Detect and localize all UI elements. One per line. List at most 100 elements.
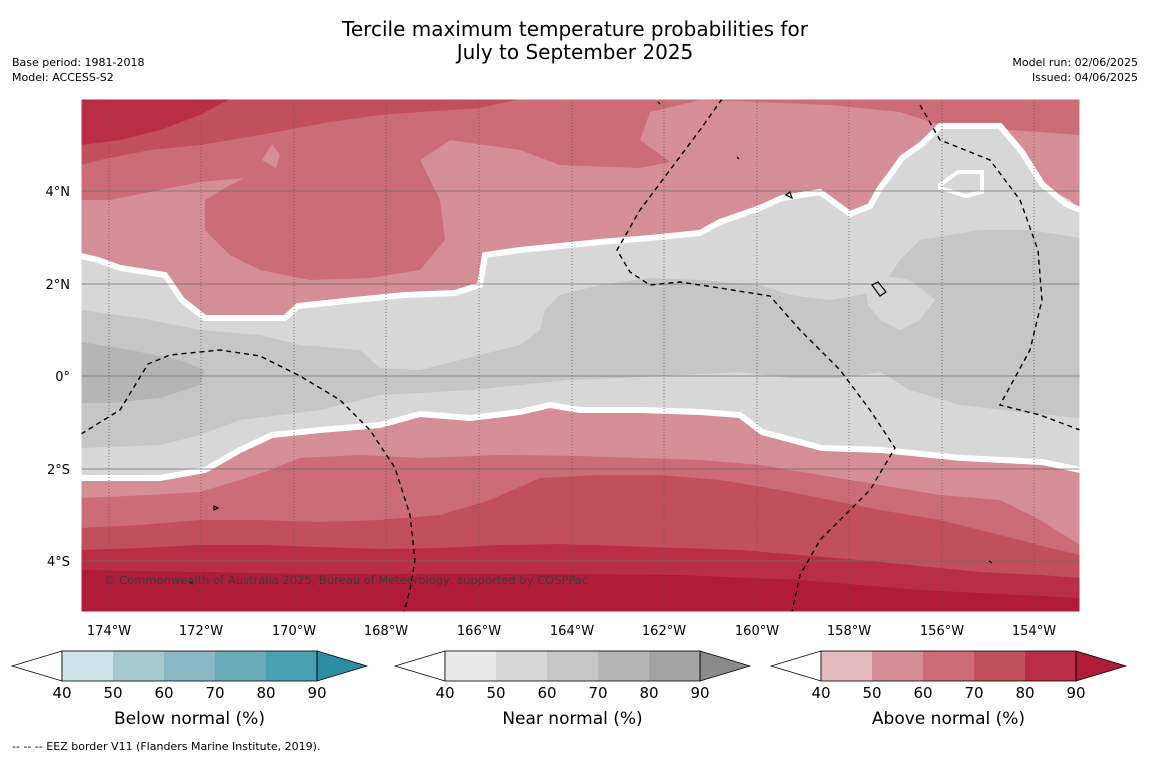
eez-border-west [81, 349, 416, 612]
eez-borders [81, 99, 1080, 612]
longitude-labels: 174°W 172°W 170°W 168°W 166°W 164°W 162°… [87, 624, 1056, 639]
meta-left: Base period: 1981-2018 Model: ACCESS-S2 [12, 55, 144, 85]
near-70-region [81, 342, 205, 403]
model-run-text: Model run: 02/06/2025 [1012, 56, 1138, 69]
colorbar-below-swatch [62, 651, 113, 681]
lon-label: 158°W [827, 624, 871, 639]
colorbar-near-tick: 70 [588, 684, 608, 702]
near-50-small-island [765, 258, 790, 268]
colorbar-near-swatch [496, 651, 547, 681]
lon-label: 162°W [642, 624, 686, 639]
lon-label: 164°W [550, 624, 594, 639]
colorbar-above-tick: 90 [1066, 684, 1086, 702]
colorbar-below-swatch [215, 651, 266, 681]
colorbar-above-swatch [974, 651, 1025, 681]
island-feature-3 [213, 505, 220, 511]
colorbar-above-swatch [821, 651, 872, 681]
tercile-boundary-north [81, 123, 1080, 321]
colorbar-above-swatch [1025, 651, 1076, 681]
colorbar-above-frame [820, 650, 1077, 682]
island-feature-6 [988, 560, 993, 564]
eez-border-footnote: -- -- -- EEZ border V11 (Flanders Marine… [12, 740, 321, 753]
colorbar-below-swatch [164, 651, 215, 681]
colorbar-near-swatch [547, 651, 598, 681]
colorbar-near-swatch [445, 651, 496, 681]
colorbar-below-label: Below normal (%) [114, 709, 265, 729]
colorbar-near-upper-arrow [699, 650, 752, 682]
colorbar-near-tick: 60 [537, 684, 557, 702]
colorbar-below-swatch [266, 651, 317, 681]
island-feature-7 [189, 581, 194, 585]
above-90-south-region [81, 570, 1080, 612]
above-80-north-region [81, 99, 230, 145]
colorbar-below-lower-arrow [10, 650, 63, 682]
island-feature-5 [736, 156, 740, 160]
chart-title: Tercile maximum temperature probabilitie… [0, 18, 1150, 64]
copyright-notice: © Commonwealth of Australia 2025, Bureau… [104, 573, 589, 587]
colorbar-below-upper-arrow [316, 650, 369, 682]
map-area [81, 99, 1080, 612]
colorbar-below-swatch [113, 651, 164, 681]
colorbar-above-tick: 60 [913, 684, 933, 702]
above-50-island-north [262, 144, 280, 168]
title-line-1: Tercile maximum temperature probabilitie… [342, 17, 808, 41]
colorbar-above-label: Above normal (%) [871, 709, 1026, 729]
colorbar-above-tick: 70 [964, 684, 984, 702]
island-feature-2 [871, 281, 887, 297]
colorbar-near-label: Near normal (%) [502, 709, 643, 729]
lon-label: 156°W [920, 624, 964, 639]
lon-label: 174°W [87, 624, 131, 639]
near-60-region [81, 230, 1080, 448]
lon-label: 172°W [179, 624, 223, 639]
colorbar-above-tick: 40 [811, 684, 831, 702]
lat-label: 0° [55, 370, 70, 385]
colorbar-below-tick: 90 [307, 684, 327, 702]
colorbar-near-tick: 90 [690, 684, 710, 702]
colorbar-near-swatch [649, 651, 700, 681]
issued-text: Issued: 04/06/2025 [1031, 71, 1138, 84]
colorbar-below-tick: 80 [256, 684, 276, 702]
colorbar-below-tick: 60 [154, 684, 174, 702]
island-feature-4 [657, 101, 661, 105]
latitude-gridlines [81, 190, 1080, 562]
colorbar-below-tick: 40 [52, 684, 72, 702]
colorbar-above-swatch [872, 651, 923, 681]
colorbar-below-frame [61, 650, 318, 682]
colorbar-above-tick: 80 [1015, 684, 1035, 702]
above-60-north-region [81, 99, 1080, 280]
model-text: Model: ACCESS-S2 [12, 71, 114, 84]
eez-border-east [919, 104, 1080, 431]
lon-label: 168°W [364, 624, 408, 639]
colorbar-below-tick: 70 [205, 684, 225, 702]
eez-border-central [616, 99, 896, 612]
islands [189, 101, 993, 585]
colorbar-below [10, 650, 369, 682]
latitude-labels: 4°N 2°N 0° 2°S 4°S [46, 185, 71, 570]
colorbar-above-lower-arrow [769, 650, 822, 682]
map-frame [80, 98, 1081, 613]
tercile-boundary-south [81, 401, 1080, 481]
colorbar-near-frame [444, 650, 701, 682]
colorbar-near-tick: 80 [639, 684, 659, 702]
colorbar-above-tick: 50 [862, 684, 882, 702]
colorbar-near-tick: 50 [486, 684, 506, 702]
lat-label: 2°N [46, 278, 71, 293]
title-line-2: July to September 2025 [456, 40, 694, 64]
lat-label: 4°S [47, 555, 70, 570]
colorbar-below-tick: 50 [103, 684, 123, 702]
colorbar-above-swatch [923, 651, 974, 681]
lon-label: 154°W [1012, 624, 1056, 639]
colorbar-above-upper-arrow [1075, 650, 1128, 682]
colorbar-near-tick: 40 [435, 684, 455, 702]
lat-label: 4°N [46, 185, 71, 200]
colorbar-above [769, 650, 1128, 682]
lon-label: 160°W [735, 624, 779, 639]
near-50-island-east [865, 275, 935, 330]
colorbar-near-swatch [598, 651, 649, 681]
colorbar-near [393, 650, 752, 682]
colorbar-near-lower-arrow [393, 650, 446, 682]
lon-label: 170°W [272, 624, 316, 639]
base-period-text: Base period: 1981-2018 [12, 56, 145, 69]
lon-label: 166°W [457, 624, 501, 639]
